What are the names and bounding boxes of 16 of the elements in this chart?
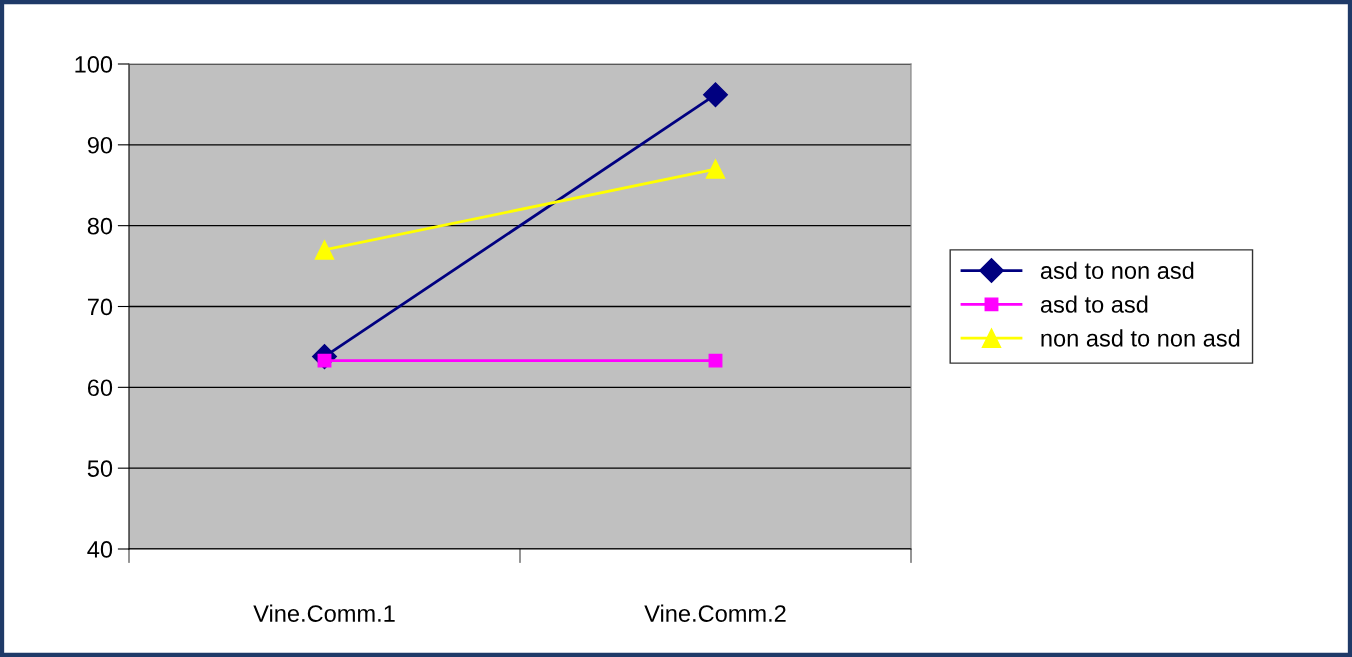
legend-label: non asd to non asd bbox=[1041, 329, 1240, 347]
x-tick-label: Vine.Comm.2 bbox=[644, 604, 786, 622]
y-tick-label: 90 bbox=[87, 136, 113, 154]
y-tick-label: 40 bbox=[87, 541, 113, 558]
y-tick-label: 50 bbox=[87, 460, 113, 477]
y-tick-label: 70 bbox=[87, 298, 113, 316]
point bbox=[314, 240, 335, 260]
y-tick-label: 60 bbox=[87, 379, 113, 397]
legend-label: asd to non asd bbox=[1040, 261, 1194, 280]
point bbox=[708, 353, 723, 368]
point bbox=[705, 159, 726, 179]
y-tick-label: 100 bbox=[75, 56, 113, 73]
y-tick-label: 80 bbox=[87, 217, 113, 235]
point bbox=[703, 82, 728, 108]
x-tick-label: Vine.Comm.1 bbox=[253, 604, 395, 622]
legend-label: asd to asd bbox=[1040, 295, 1148, 313]
